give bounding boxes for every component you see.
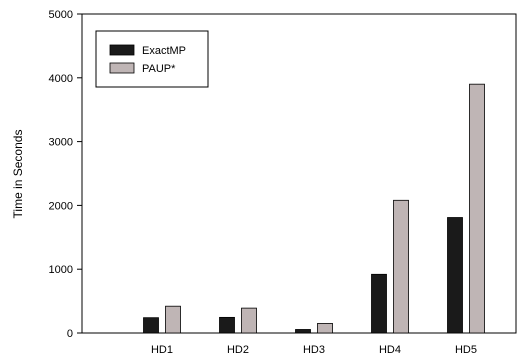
y-tick-label: 5000 (49, 9, 73, 21)
y-axis-label: Time in Seconds (11, 130, 25, 219)
x-tick-label: HD2 (227, 344, 249, 356)
legend-swatch-paup (109, 62, 135, 74)
plot-area: 0 1000 2000 3000 4000 5000 HD1 HD2 HD3 HD4 HD5 (49, 9, 517, 356)
bar-paup-hd4 (393, 199, 409, 334)
bar-exactmp-hd1 (143, 317, 159, 334)
bar-paup-hd2 (241, 307, 257, 334)
legend-swatch-exactmp (109, 44, 135, 56)
bar-exactmp-hd3 (295, 329, 311, 334)
bar-paup-hd3 (317, 323, 333, 334)
legend: ExactMP PAUP* (95, 30, 209, 88)
x-tick-label: HD3 (303, 344, 325, 356)
y-tick-label: 1000 (49, 264, 73, 276)
x-tick-label: HD5 (455, 344, 477, 356)
legend-box (95, 30, 209, 88)
bar-paup-hd1 (165, 305, 181, 334)
legend-label-paup: PAUP* (142, 63, 176, 75)
bar-exactmp-hd5 (447, 217, 463, 334)
x-tick-label: HD4 (379, 344, 401, 356)
bar-exactmp-hd2 (219, 316, 235, 334)
bar-exactmp-hd4 (371, 273, 387, 334)
y-tick-label: 2000 (49, 200, 73, 212)
y-tick-label: 3000 (49, 137, 73, 149)
legend-label-exactmp: ExactMP (142, 45, 186, 57)
bar-paup-hd5 (469, 83, 485, 334)
y-tick-label: 4000 (49, 73, 73, 85)
y-tick-label: 0 (67, 328, 73, 340)
x-tick-label: HD1 (151, 344, 173, 356)
